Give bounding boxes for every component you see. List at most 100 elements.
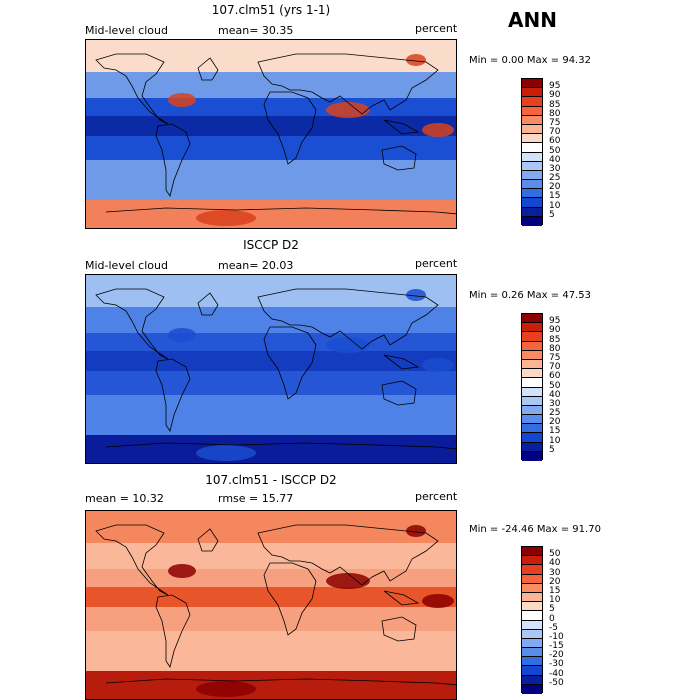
panel1-map	[85, 39, 457, 229]
colorbar-label: 20	[549, 576, 561, 587]
panel2-minmax: Min = 0.26 Max = 47.53	[469, 290, 591, 301]
colorbar-label: 10	[549, 595, 561, 606]
colorbar-swatch	[522, 124, 542, 135]
colorbar-swatch	[522, 574, 542, 584]
map-zone	[86, 72, 456, 98]
colorbar-swatch	[522, 675, 542, 685]
map-zone	[86, 98, 456, 116]
colorbar-label: 30	[549, 163, 561, 174]
colorbar-label: 75	[549, 117, 561, 128]
map-hotspot	[326, 573, 370, 589]
colorbar-label: -40	[549, 668, 564, 679]
coastline	[257, 53, 439, 115]
coastline	[383, 119, 420, 135]
colorbar-label: 10	[549, 200, 561, 211]
colorbar-label: 75	[549, 352, 561, 363]
colorbar-swatch	[522, 387, 542, 397]
colorbar-swatch	[522, 442, 542, 452]
map-zone	[86, 200, 456, 228]
colorbar-swatch	[522, 602, 542, 612]
colorbar-swatch	[522, 216, 542, 226]
map-hotspot	[422, 123, 454, 137]
colorbar-label: 50	[549, 549, 561, 560]
coastline	[105, 207, 456, 215]
colorbar-swatch	[522, 424, 542, 434]
panel3-mean: mean = 10.32	[85, 492, 164, 505]
colorbar-swatch	[522, 592, 542, 603]
coastline	[95, 53, 169, 125]
colorbar-label: 5	[549, 209, 555, 220]
coastline	[263, 562, 317, 636]
panel3-title: 107.clm51 - ISCCP D2	[205, 473, 337, 487]
coastline	[197, 57, 219, 81]
panel3-rmse: rmse = 15.77	[218, 492, 294, 505]
colorbar-label: 20	[549, 182, 561, 193]
map-hotspot	[196, 210, 256, 226]
colorbar-label: 50	[549, 145, 561, 156]
colorbar-swatch	[522, 323, 542, 333]
coastline	[155, 358, 191, 432]
colorbar-swatch	[522, 152, 542, 162]
panel2-mean: mean= 20.03	[218, 259, 294, 272]
colorbar-label: -5	[549, 622, 558, 633]
colorbar-label: 50	[549, 380, 561, 391]
colorbar-label: 25	[549, 173, 561, 184]
map-hotspot	[326, 337, 370, 353]
map-hotspot	[326, 102, 370, 118]
colorbar-label: 15	[549, 191, 561, 202]
panel2-map	[85, 274, 457, 464]
panel3-colorbar	[521, 546, 543, 694]
panel1-colorbar	[521, 78, 543, 226]
panel2-colorbar	[521, 313, 543, 461]
colorbar-swatch	[522, 433, 542, 443]
colorbar-label: 5	[549, 444, 555, 455]
panel1-left-label: Mid-level cloud	[85, 24, 168, 37]
colorbar-label: 25	[549, 408, 561, 419]
colorbar-label: 0	[549, 613, 555, 624]
colorbar-swatch	[522, 88, 542, 98]
map-hotspot	[168, 328, 196, 342]
map-field	[86, 511, 456, 699]
colorbar-swatch	[522, 198, 542, 208]
colorbar-swatch	[522, 565, 542, 575]
colorbar-swatch	[522, 611, 542, 621]
colorbar-swatch	[522, 666, 542, 676]
colorbar-swatch	[522, 115, 542, 125]
panel1-units: percent	[415, 22, 458, 35]
coastline	[263, 326, 317, 400]
map-zone	[86, 671, 456, 699]
colorbar-swatch	[522, 378, 542, 388]
colorbar-label: 95	[549, 316, 561, 327]
map-zone	[86, 333, 456, 351]
coastline	[381, 145, 417, 171]
panel3-minmax: Min = -24.46 Max = 91.70	[469, 524, 601, 535]
colorbar-label: 60	[549, 136, 561, 147]
map-zone	[86, 116, 456, 136]
colorbar-label: 10	[549, 435, 561, 446]
colorbar-label: 85	[549, 334, 561, 345]
colorbar-swatch	[522, 648, 542, 658]
map-hotspot	[422, 358, 454, 372]
panel3-units: percent	[415, 490, 458, 503]
colorbar-swatch	[522, 341, 542, 351]
coastline	[383, 354, 420, 370]
colorbar-swatch	[522, 79, 542, 89]
panel1-title: 107.clm51 (yrs 1-1)	[211, 3, 331, 17]
map-zone	[86, 307, 456, 333]
map-hotspot	[196, 445, 256, 461]
colorbar-swatch	[522, 359, 542, 370]
colorbar-label: 40	[549, 154, 561, 165]
colorbar-swatch	[522, 547, 542, 557]
colorbar-label: 40	[549, 558, 561, 569]
colorbar-label: 20	[549, 417, 561, 428]
colorbar-label: 80	[549, 343, 561, 354]
colorbar-label: 60	[549, 371, 561, 382]
colorbar-swatch	[522, 657, 542, 667]
colorbar-label: 95	[549, 81, 561, 92]
colorbar-label: 5	[549, 604, 555, 615]
colorbar-label: 70	[549, 127, 561, 138]
coastline	[381, 380, 417, 406]
map-field	[86, 275, 456, 463]
colorbar-label: -10	[549, 631, 564, 642]
panel3-map	[85, 510, 457, 700]
